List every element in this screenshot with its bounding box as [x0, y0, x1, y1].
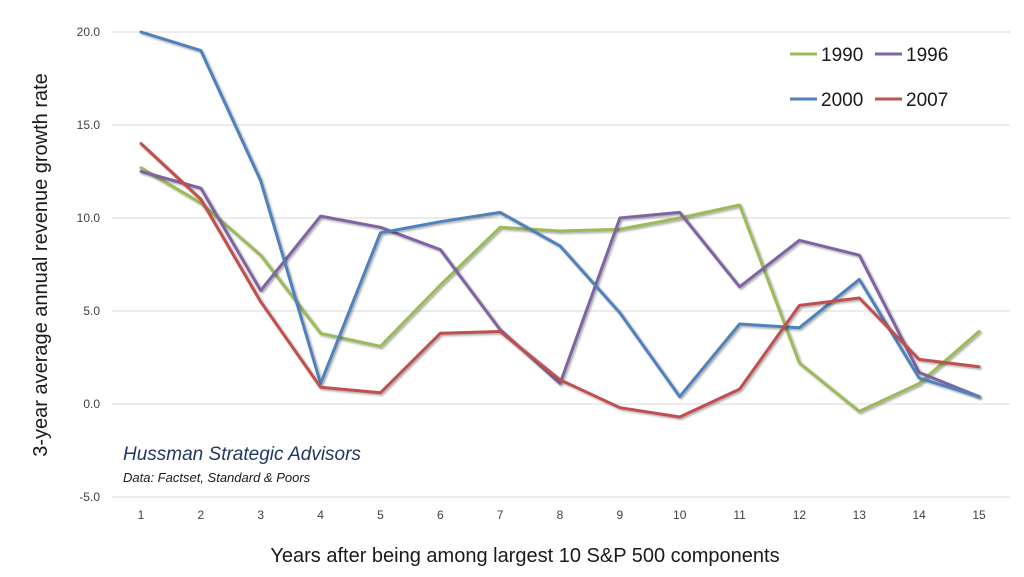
x-tick-label: 10: [673, 508, 687, 522]
legend-label-1996: 1996: [906, 45, 948, 66]
y-axis-title: 3-year average annual revenue growth rat…: [30, 73, 52, 457]
x-tick-label: 11: [733, 508, 746, 522]
x-tick-label: 8: [557, 508, 564, 522]
source-subtitle: Data: Factset, Standard & Poors: [123, 470, 311, 485]
series-line-1990: [139, 166, 981, 413]
y-tick-label: 5.0: [83, 304, 100, 318]
x-tick-label: 14: [912, 508, 926, 522]
y-tick-label: -5.0: [79, 490, 100, 504]
x-axis-ticks: 1 2 3 4 5 6 7 8 9 10 11 12 13 14 15: [138, 508, 986, 522]
x-tick-label: 2: [198, 508, 205, 522]
x-tick-label: 9: [617, 508, 624, 522]
series-lines: [139, 30, 981, 419]
legend-label-1990: 1990: [821, 45, 863, 66]
x-tick-label: 7: [497, 508, 504, 522]
series-line-2007: [139, 142, 981, 419]
x-tick-label: 13: [853, 508, 867, 522]
x-tick-label: 15: [972, 508, 986, 522]
series-line-1996: [139, 170, 981, 399]
y-tick-label: 15.0: [77, 118, 101, 132]
x-tick-label: 4: [317, 508, 324, 522]
series-line-2000: [139, 30, 981, 399]
legend-label-2007: 2007: [906, 90, 948, 111]
y-tick-label: 0.0: [83, 397, 100, 411]
legend: 1990 1996 2000 2007: [790, 45, 948, 111]
x-tick-label: 1: [138, 508, 145, 522]
x-tick-label: 6: [437, 508, 444, 522]
y-axis-ticks: 20.0 15.0 10.0 5.0 0.0 -5.0: [77, 25, 101, 504]
x-tick-label: 12: [793, 508, 807, 522]
gridlines: [112, 31, 1010, 498]
legend-label-2000: 2000: [821, 90, 863, 111]
x-tick-label: 5: [377, 508, 384, 522]
x-tick-label: 3: [257, 508, 264, 522]
source-title: Hussman Strategic Advisors: [123, 444, 361, 465]
y-tick-label: 20.0: [77, 25, 101, 39]
x-axis-title: Years after being among largest 10 S&P 5…: [270, 545, 779, 567]
y-tick-label: 10.0: [77, 211, 101, 225]
